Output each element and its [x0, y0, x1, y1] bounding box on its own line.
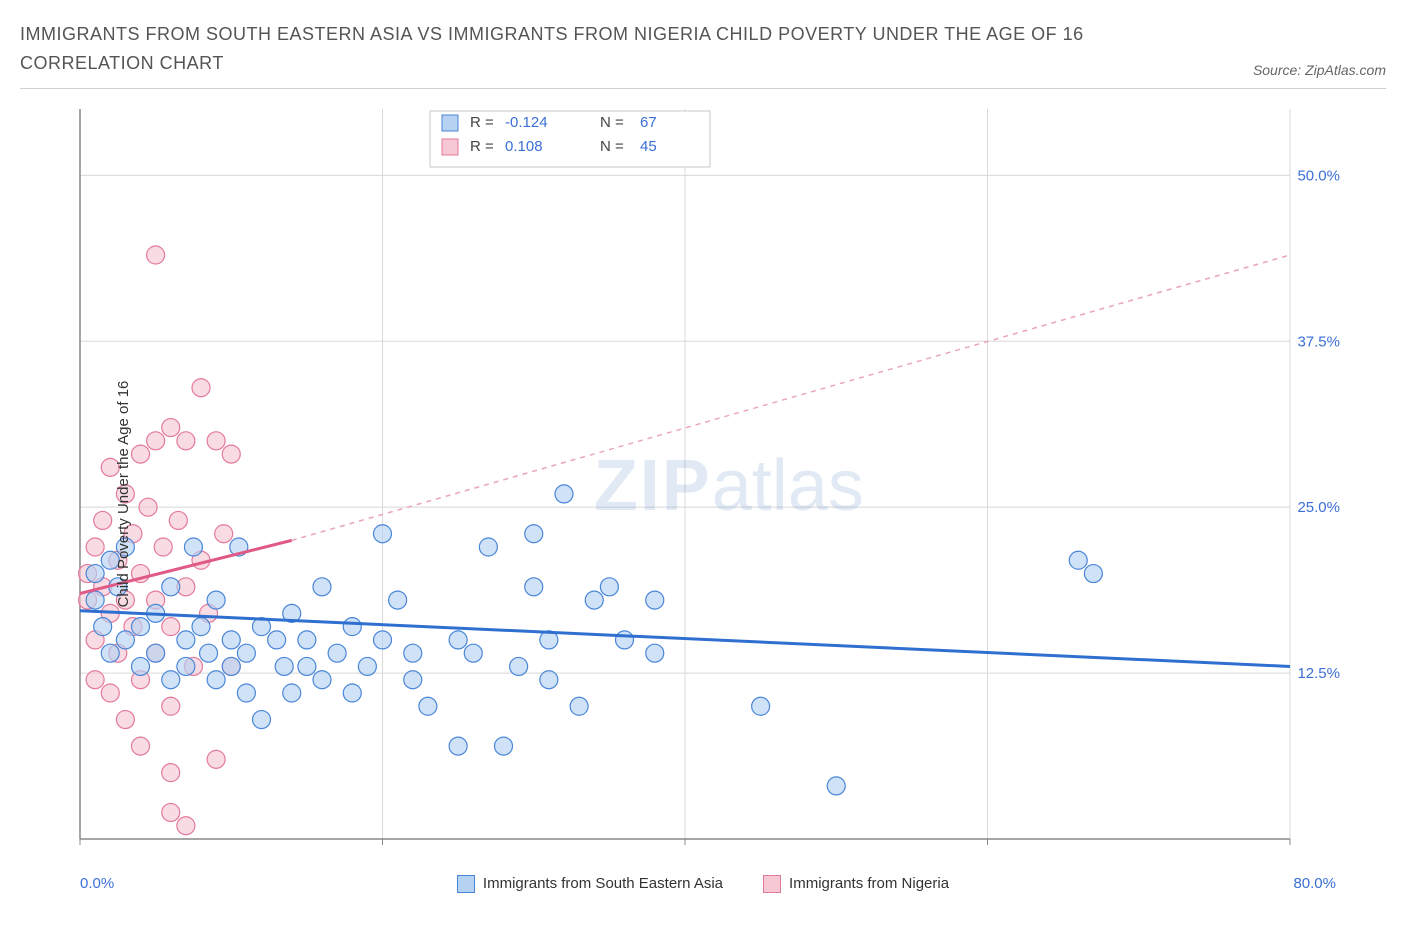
svg-text:R =: R =: [470, 138, 494, 155]
x-axis-start-label: 0.0%: [80, 875, 114, 892]
scatter-chart: 12.5% 25.0% 37.5% 50.0% R = -0.124 N = 67 R = 0.…: [20, 89, 1340, 869]
svg-text:37.5%: 37.5%: [1297, 333, 1340, 350]
svg-text:12.5%: 12.5%: [1297, 665, 1340, 682]
chart-header: IMMIGRANTS FROM SOUTH EASTERN ASIA VS IM…: [20, 20, 1386, 78]
svg-text:R =: R =: [470, 114, 494, 131]
source-label: Source: ZipAtlas.com: [1253, 62, 1386, 78]
svg-text:25.0%: 25.0%: [1297, 499, 1340, 516]
svg-text:67: 67: [640, 114, 657, 131]
legend-label-sea: Immigrants from South Eastern Asia: [483, 875, 723, 892]
svg-text:45: 45: [640, 138, 657, 155]
legend-label-nigeria: Immigrants from Nigeria: [789, 875, 949, 892]
x-axis-end-label: 80.0%: [1293, 875, 1336, 892]
legend-swatch-nigeria: [763, 875, 781, 893]
svg-text:0.108: 0.108: [505, 138, 543, 155]
svg-text:-0.124: -0.124: [505, 114, 548, 131]
svg-text:50.0%: 50.0%: [1297, 167, 1340, 184]
legend-item-sea: Immigrants from South Eastern Asia: [457, 875, 723, 893]
legend-swatch-sea: [457, 875, 475, 893]
svg-text:N =: N =: [600, 114, 624, 131]
chart-container: Child Poverty Under the Age of 16 12.5% 2…: [20, 88, 1386, 899]
legend-item-nigeria: Immigrants from Nigeria: [763, 875, 949, 893]
y-axis-title: Child Poverty Under the Age of 16: [115, 380, 132, 607]
svg-text:N =: N =: [600, 138, 624, 155]
bottom-legend: 0.0% Immigrants from South Eastern Asia …: [20, 869, 1386, 899]
chart-title: IMMIGRANTS FROM SOUTH EASTERN ASIA VS IM…: [20, 20, 1120, 78]
